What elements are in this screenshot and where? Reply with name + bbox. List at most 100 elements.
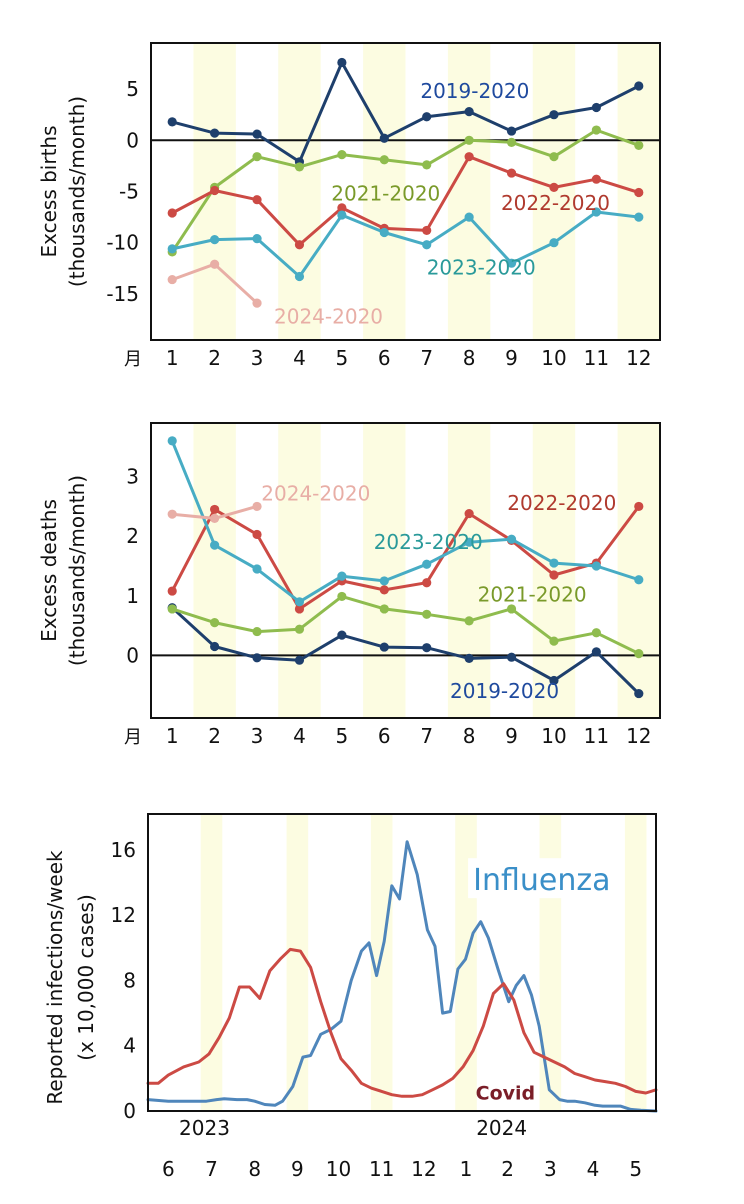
births-point-2024-2020 xyxy=(210,259,220,269)
births-point-2022-2020 xyxy=(506,168,517,178)
births-point-2022-2020 xyxy=(252,195,262,205)
births-point-2021-2020 xyxy=(506,137,517,147)
deaths-point-2021-2020 xyxy=(337,591,347,602)
deaths-xtick-label: 5 xyxy=(336,724,349,748)
deaths-xtick-label: 7 xyxy=(420,724,433,748)
births-point-2021-2020 xyxy=(634,140,644,151)
births-xtick-label: 8 xyxy=(463,346,476,370)
births-stripe xyxy=(363,43,406,340)
infections-stripe xyxy=(370,814,393,1111)
births-point-2023-2020 xyxy=(464,212,474,222)
deaths-point-2022-2020 xyxy=(634,501,644,512)
births-point-2024-2020 xyxy=(167,274,177,285)
births-point-2019-2020 xyxy=(167,117,177,127)
births-point-2022-2020 xyxy=(464,152,474,162)
births-point-2019-2020 xyxy=(591,102,601,113)
infections-ytick-label: 12 xyxy=(111,903,136,927)
deaths-point-2023-2020 xyxy=(591,561,601,571)
deaths-series-label-2024-2020: 2024-2020 xyxy=(261,481,370,505)
births-series-line-2022-2020 xyxy=(170,155,641,247)
births-xtick-label: 1 xyxy=(166,346,179,370)
births-point-2019-2020 xyxy=(549,110,559,120)
deaths-series-line-2023-2020 xyxy=(170,439,641,604)
births-point-2019-2020 xyxy=(337,57,347,68)
births-series-line-2019-2020 xyxy=(170,61,641,164)
deaths-series-line-2021-2020 xyxy=(170,594,641,656)
deaths-point-2021-2020 xyxy=(591,628,601,638)
infections-year-label: 2023 xyxy=(179,1116,230,1140)
deaths-point-2021-2020 xyxy=(464,616,474,626)
deaths-point-2023-2020 xyxy=(422,559,432,569)
infections-xtick-label: 2 xyxy=(501,1157,514,1181)
deaths-xtick-label: 3 xyxy=(251,724,264,748)
infections-xtick-label: 6 xyxy=(162,1157,175,1181)
infections-xtick-label: 5 xyxy=(629,1157,642,1181)
deaths-series-label-2019-2020: 2019-2020 xyxy=(450,679,559,703)
births-frame xyxy=(150,42,661,341)
infections-xtick-label: 4 xyxy=(587,1157,600,1181)
deaths-point-2019-2020 xyxy=(506,652,517,662)
births-point-2022-2020 xyxy=(549,182,559,193)
deaths-point-2021-2020 xyxy=(422,609,432,619)
births-series-label-2022-2020: 2022-2020 xyxy=(501,191,610,215)
infections-xtick-label: 12 xyxy=(411,1157,436,1181)
deaths-point-2023-2020 xyxy=(167,436,177,446)
infections-series-line-Influenza xyxy=(146,840,658,1113)
infections-xtick-label: 11 xyxy=(369,1157,394,1181)
deaths-stripe xyxy=(363,423,406,718)
births-point-2022-2020 xyxy=(294,240,305,250)
births-ylabel-line2: (thousands/month) xyxy=(65,96,89,287)
infections-ylabel-line2: (x 10,000 cases) xyxy=(74,894,98,1061)
births-point-2019-2020 xyxy=(379,133,389,143)
births-point-2022-2020 xyxy=(422,225,432,236)
deaths-series-label-2022-2020: 2022-2020 xyxy=(507,491,616,515)
births-point-2023-2020 xyxy=(337,210,347,220)
deaths-series-line-2022-2020 xyxy=(170,504,641,611)
deaths-point-2021-2020 xyxy=(210,618,220,628)
deaths-point-2019-2020 xyxy=(591,647,601,657)
deaths-xtick-label: 2 xyxy=(208,724,221,748)
deaths-point-2019-2020 xyxy=(252,653,262,663)
births-point-2023-2020 xyxy=(634,212,644,222)
births-point-2019-2020 xyxy=(422,112,432,122)
infections-ytick-label: 4 xyxy=(123,1034,136,1058)
deaths-point-2023-2020 xyxy=(634,575,644,585)
births-point-2024-2020 xyxy=(252,298,262,308)
infections-xtick-label: 9 xyxy=(291,1157,304,1181)
deaths-point-2021-2020 xyxy=(252,626,262,637)
deaths-point-2021-2020 xyxy=(379,604,389,614)
births-xtick-label: 5 xyxy=(336,346,349,370)
births-series-label-2024-2020: 2024-2020 xyxy=(274,304,383,328)
births-point-2023-2020 xyxy=(379,227,389,238)
deaths-ylabel-line2: (thousands/month) xyxy=(65,475,89,666)
infections-xtick-label: 10 xyxy=(326,1157,351,1181)
deaths-point-2022-2020 xyxy=(549,570,559,580)
deaths-point-2023-2020 xyxy=(337,571,347,581)
births-xtick-label: 4 xyxy=(293,346,306,370)
deaths-point-2019-2020 xyxy=(422,643,432,653)
deaths-ytick-label: 2 xyxy=(126,524,139,548)
deaths-stripe xyxy=(193,423,236,718)
births-series-line-2021-2020 xyxy=(170,128,641,254)
births-stripe xyxy=(447,43,491,340)
deaths-ytick-label: 0 xyxy=(126,643,139,667)
deaths-point-2023-2020 xyxy=(379,576,389,586)
infections-stripe xyxy=(286,814,309,1111)
deaths-point-2023-2020 xyxy=(506,534,517,544)
deaths-xtick-label: 9 xyxy=(505,724,518,748)
births-point-2023-2020 xyxy=(294,271,305,282)
deaths-xtick-label: 11 xyxy=(584,724,609,748)
births-point-2021-2020 xyxy=(422,160,432,170)
births-ylabel-line1: Excess births xyxy=(37,125,61,257)
deaths-ytick-label: 3 xyxy=(126,465,139,489)
births-point-2023-2020 xyxy=(167,244,177,254)
deaths-point-2024-2020 xyxy=(210,513,220,523)
births-xtick-label: 3 xyxy=(251,346,264,370)
births-month-marker: 月 xyxy=(124,349,142,370)
births-point-2022-2020 xyxy=(634,187,644,198)
births-point-2022-2020 xyxy=(210,185,220,196)
infections-xtick-label: 7 xyxy=(205,1157,218,1181)
series-label-covid: Covid xyxy=(476,1082,536,1104)
infections-xtick-label: 8 xyxy=(248,1157,261,1181)
deaths-point-2022-2020 xyxy=(210,504,220,515)
